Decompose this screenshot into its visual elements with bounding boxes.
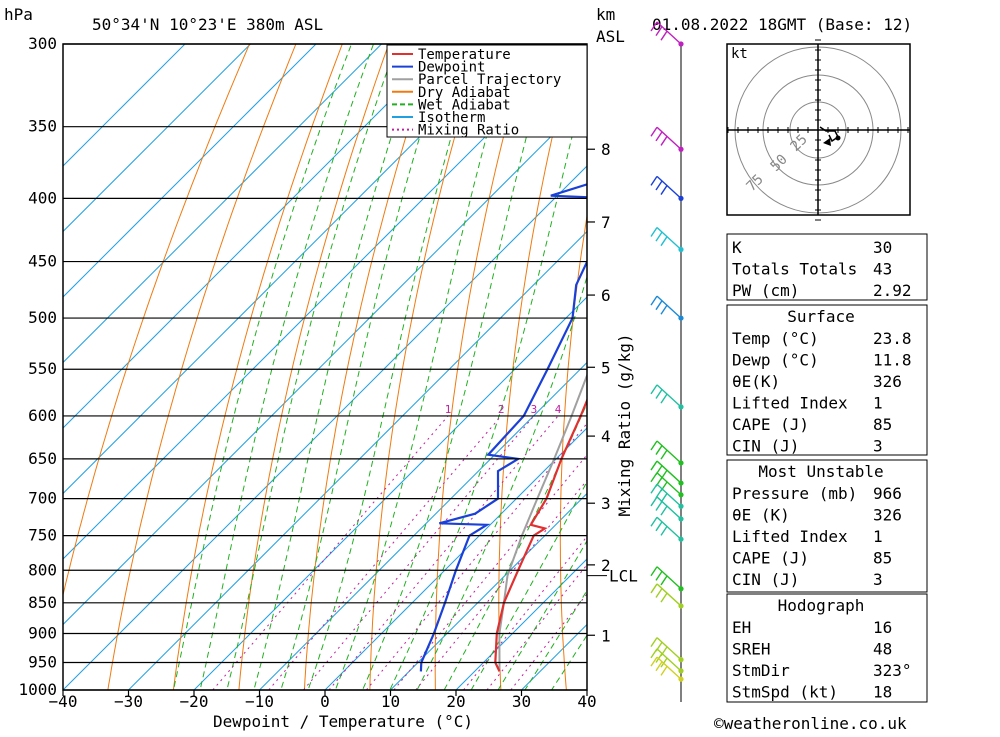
pressure-tick-label: 850	[28, 593, 57, 612]
most-unstable-title: Most Unstable	[758, 462, 883, 481]
index-label: SREH	[732, 640, 771, 659]
index-value: 85	[873, 549, 892, 568]
mixing-ratio-label: 4	[555, 403, 562, 416]
height-tick-label: 3	[601, 494, 611, 513]
index-value: 85	[873, 415, 892, 434]
x-tick-label: 20	[446, 692, 465, 711]
index-label: CIN (J)	[732, 570, 799, 589]
pressure-tick-label: 450	[28, 252, 57, 271]
pressure-tick-label: 400	[28, 188, 57, 207]
x-tick-label: −30	[114, 692, 143, 711]
height-tick-label: 5	[601, 358, 611, 377]
x-axis-title: Dewpoint / Temperature (°C)	[213, 712, 473, 731]
index-label: Lifted Index	[732, 527, 848, 546]
height-tick-label: 7	[601, 213, 611, 232]
index-value: 2.92	[873, 281, 912, 300]
index-value: 323°	[873, 661, 912, 680]
index-label: Dewp (°C)	[732, 351, 819, 370]
credit-label: ©weatheronline.co.uk	[714, 714, 907, 733]
index-value: 43	[873, 260, 892, 279]
pressure-tick-label: 350	[28, 117, 57, 136]
pressure-unit-label: hPa	[4, 5, 33, 24]
height-tick-label: 6	[601, 286, 611, 305]
index-value: 48	[873, 640, 892, 659]
index-label: CIN (J)	[732, 437, 799, 456]
height-unit-asl: ASL	[596, 27, 625, 46]
x-tick-label: 10	[381, 692, 400, 711]
index-value: 326	[873, 372, 902, 391]
index-label: Temp (°C)	[732, 329, 819, 348]
index-value: 966	[873, 484, 902, 503]
index-value: 3	[873, 437, 883, 456]
index-value: 3	[873, 570, 883, 589]
pressure-tick-label: 700	[28, 489, 57, 508]
index-value: 16	[873, 618, 892, 637]
pressure-tick-label: 600	[28, 406, 57, 425]
index-value: 30	[873, 238, 892, 257]
legend-label: Mixing Ratio	[418, 123, 519, 139]
index-label: Pressure (mb)	[732, 484, 857, 503]
index-label: Totals Totals	[732, 260, 857, 279]
index-value: 326	[873, 506, 902, 525]
datetime-label: 01.08.2022 18GMT (Base: 12)	[652, 15, 912, 34]
index-label: StmSpd (kt)	[732, 683, 838, 702]
index-label: CAPE (J)	[732, 415, 809, 434]
hodograph-point	[836, 136, 841, 141]
index-label: θE (K)	[732, 506, 790, 525]
hodograph-unit-label: kt	[731, 46, 748, 62]
pressure-tick-label: 900	[28, 623, 57, 642]
index-value: 1	[873, 527, 883, 546]
index-label: StmDir	[732, 661, 790, 680]
index-label: PW (cm)	[732, 281, 799, 300]
mixing-ratio-label: 3	[531, 403, 538, 416]
index-label: EH	[732, 618, 751, 637]
mixing-ratio-axis-title: Mixing Ratio (g/kg)	[615, 333, 634, 516]
x-tick-label: 40	[577, 692, 596, 711]
surface-title: Surface	[787, 307, 854, 326]
pressure-tick-label: 550	[28, 359, 57, 378]
pressure-tick-label: 300	[28, 34, 57, 53]
pressure-tick-label: 950	[28, 652, 57, 671]
x-tick-label: −20	[180, 692, 209, 711]
pressure-tick-label: 800	[28, 560, 57, 579]
x-tick-label: −40	[49, 692, 78, 711]
index-value: 18	[873, 683, 892, 702]
pressure-tick-label: 650	[28, 449, 57, 468]
mixing-ratio-label: 1	[445, 403, 452, 416]
index-value: 11.8	[873, 351, 912, 370]
mixing-ratio-label: 2	[498, 403, 505, 416]
index-value: 1	[873, 394, 883, 413]
pressure-tick-label: 500	[28, 308, 57, 327]
hodograph-params-title: Hodograph	[778, 596, 865, 615]
index-label: Lifted Index	[732, 394, 848, 413]
height-tick-label: 4	[601, 427, 611, 446]
height-tick-label: 1	[601, 626, 611, 645]
index-value: 23.8	[873, 329, 912, 348]
x-tick-label: 30	[512, 692, 531, 711]
height-tick-label: 8	[601, 140, 611, 159]
height-unit-km: km	[596, 5, 615, 24]
lcl-label: LCL	[609, 567, 638, 586]
location-label: 50°34'N 10°23'E 380m ASL	[92, 15, 323, 34]
index-label: CAPE (J)	[732, 549, 809, 568]
x-tick-label: −10	[245, 692, 274, 711]
x-tick-label: 0	[320, 692, 330, 711]
pressure-tick-label: 750	[28, 526, 57, 545]
index-label: θE(K)	[732, 372, 780, 391]
index-label: K	[732, 238, 742, 257]
